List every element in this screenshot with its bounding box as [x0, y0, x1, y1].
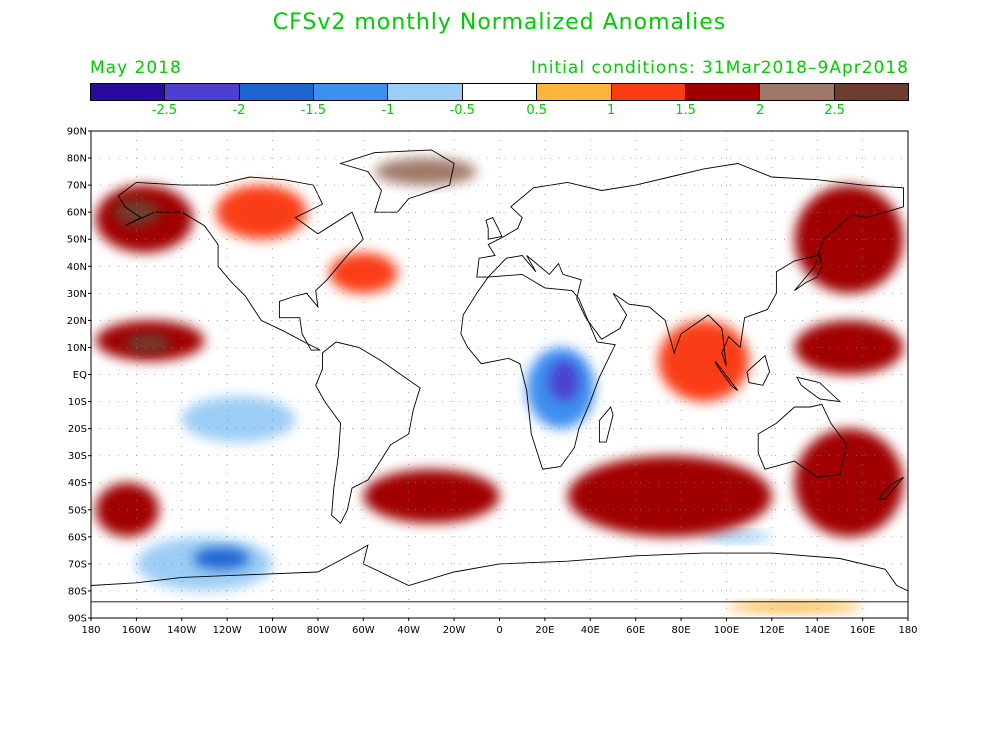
- anomaly-region: [794, 428, 904, 537]
- colorbar: [90, 83, 909, 101]
- latitude-label: 90S: [68, 614, 87, 625]
- longitude-label: 20E: [535, 625, 554, 636]
- anomaly-region: [193, 547, 250, 570]
- longitude-label: 180: [81, 625, 100, 636]
- initial-conditions: Initial conditions: 31Mar2018–9Apr2018: [531, 58, 909, 78]
- colorbar-label: -2: [232, 103, 246, 118]
- colorbar-swatch: [537, 84, 612, 100]
- map-title: CFSv2 monthly Normalized Anomalies: [272, 10, 727, 35]
- colorbar-swatch: [611, 84, 686, 100]
- anomaly-region: [215, 185, 307, 240]
- latitude-label: 10S: [68, 397, 87, 408]
- latitude-label: 70N: [67, 181, 87, 192]
- colorbar-label: 1.5: [675, 103, 696, 118]
- colorbar-label: -1: [381, 103, 395, 118]
- latitude-label: 40N: [67, 262, 87, 273]
- longitude-label: 40E: [581, 625, 600, 636]
- colorbar-swatch: [760, 84, 835, 100]
- colorbar-label: 1: [607, 103, 616, 118]
- latitude-label: 70S: [68, 559, 87, 570]
- colorbar-label: -2.5: [151, 103, 178, 118]
- coastline: [795, 376, 842, 403]
- longitude-label: 120W: [213, 625, 242, 636]
- anomaly-region: [386, 342, 489, 443]
- anomaly-region: [125, 333, 171, 353]
- latitude-label: EQ: [73, 370, 87, 381]
- latitude-label: 10N: [67, 343, 87, 354]
- colorbar-swatch: [388, 84, 463, 100]
- latitude-label: 40S: [68, 478, 87, 489]
- longitude-labels: 180 160W 140W 120W 100W 80W 60W 40W 20W 0 20E 40E 60…: [81, 618, 918, 636]
- longitude-label: 160E: [850, 625, 875, 636]
- colorbar-swatch: [834, 84, 908, 100]
- coastline: [877, 476, 904, 500]
- longitude-label: 60W: [352, 625, 375, 636]
- anomaly-region: [549, 360, 579, 402]
- latitude-label: 60S: [68, 532, 87, 543]
- coastline: [714, 360, 739, 392]
- colorbar-swatch: [239, 84, 315, 100]
- anomaly-region: [329, 252, 398, 294]
- longitude-label: 60E: [626, 625, 645, 636]
- colorbar-swatch: [685, 84, 761, 100]
- latitude-label: 80S: [68, 586, 87, 597]
- longitude-label: 180: [898, 625, 917, 636]
- longitude-label: 160W: [122, 625, 151, 636]
- anomaly-region: [567, 455, 772, 537]
- anomaly-region: [374, 158, 477, 186]
- colorbar-label: 2: [755, 103, 765, 118]
- coastline: [476, 163, 904, 367]
- latitude-label: 20S: [68, 424, 87, 435]
- longitude-label: 0: [496, 625, 502, 636]
- latitude-label: 50S: [68, 505, 87, 516]
- anomaly-region: [363, 469, 500, 524]
- coastline: [339, 149, 455, 213]
- anomaly-region: [726, 601, 863, 613]
- longitude-label: 100W: [258, 625, 287, 636]
- longitude-label: 120E: [759, 625, 784, 636]
- colorbar-swatch: [314, 84, 389, 100]
- latitude-label: 60N: [67, 208, 87, 219]
- coastline: [757, 403, 848, 478]
- coastline: [746, 354, 771, 386]
- colorbar-labels: -2.5 -2 -1.5 -1 -0.5 0.5 1 1.5 2 2.5: [90, 103, 909, 121]
- longitude-label: 80E: [672, 625, 691, 636]
- anomaly-field: [95, 158, 904, 613]
- longitude-label: 140W: [167, 625, 196, 636]
- colorbar-label: 2.5: [824, 103, 845, 118]
- coastline: [485, 217, 503, 240]
- coastline: [91, 544, 908, 603]
- coastline: [794, 252, 823, 291]
- coastline: [117, 176, 364, 351]
- colorbar-label: -0.5: [449, 103, 475, 118]
- latitude-label: 30N: [67, 289, 87, 300]
- longitude-label: 40W: [397, 625, 420, 636]
- anomaly-region: [658, 320, 750, 402]
- latitude-label: 30S: [68, 451, 87, 462]
- longitude-label: 80W: [307, 625, 330, 636]
- forecast-month: May 2018: [90, 58, 182, 78]
- latitude-labels: 90N 80N 70N 60N 50N 40N 30N 20N 10N EQ 10S 20S 30S 40…: [67, 127, 91, 625]
- latitude-label: 80N: [67, 154, 87, 165]
- longitude-label: 100E: [714, 625, 739, 636]
- colorbar-label: -1.5: [300, 103, 327, 118]
- anomaly-region: [703, 531, 772, 543]
- latitude-label: 50N: [67, 235, 87, 246]
- coastlines: [91, 149, 908, 603]
- coastline: [315, 341, 421, 525]
- colorbar-swatch: [91, 84, 166, 100]
- latitude-label: 20N: [67, 316, 87, 327]
- colorbar-label: 0.5: [526, 103, 548, 118]
- colorbar-swatch: [462, 84, 538, 100]
- colorbar-swatch: [165, 84, 240, 100]
- anomaly-region: [794, 185, 904, 294]
- longitude-label: 140E: [805, 625, 830, 636]
- anomaly-region: [181, 396, 296, 443]
- graticule: [91, 131, 908, 618]
- latitude-label: 90N: [67, 127, 87, 138]
- coastline: [598, 406, 614, 443]
- anomaly-region: [794, 320, 904, 375]
- longitude-label: 20W: [443, 625, 466, 636]
